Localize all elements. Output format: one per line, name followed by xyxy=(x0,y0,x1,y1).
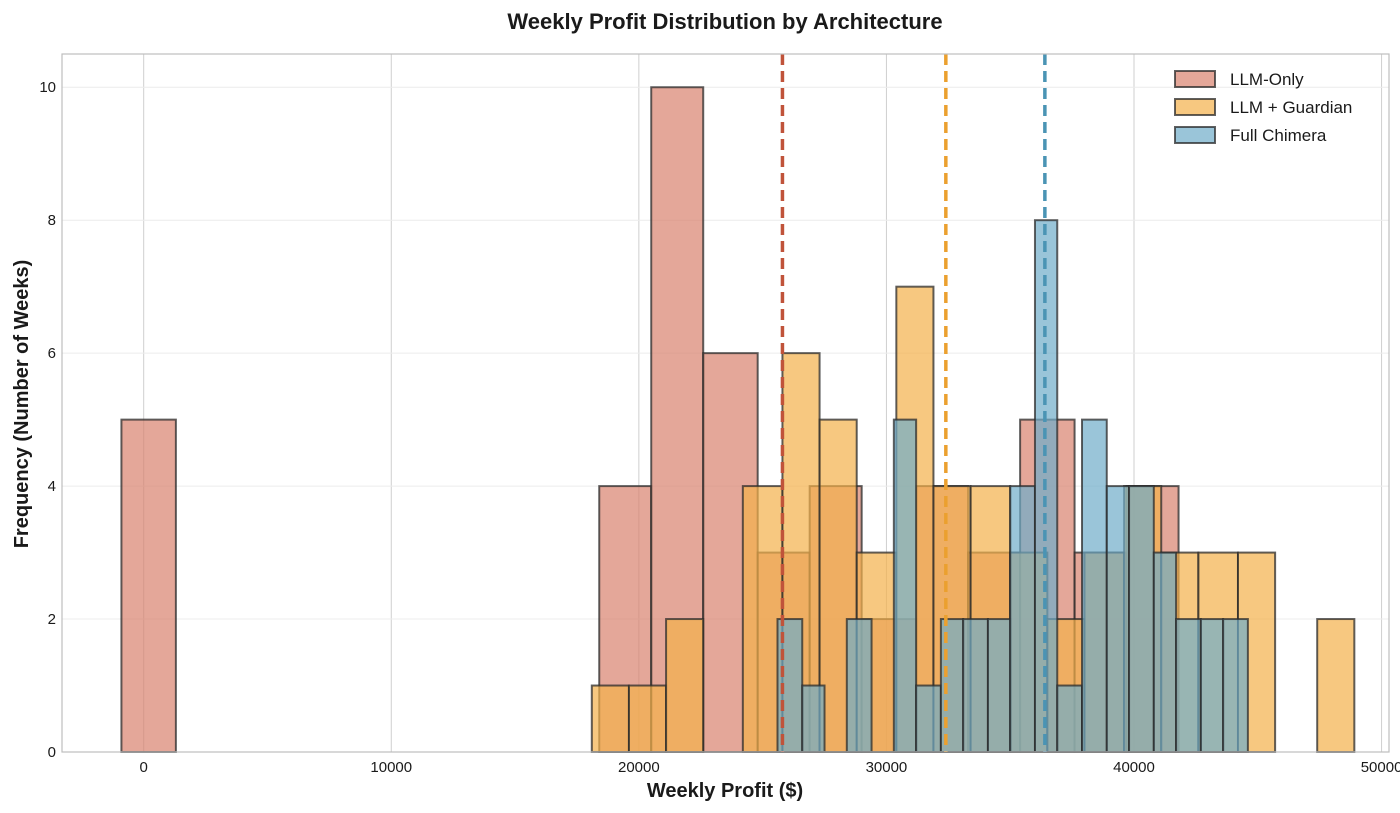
histogram-bar xyxy=(1222,618,1249,753)
legend-item: LLM-Only xyxy=(1174,70,1304,89)
tick-labels: 0 10000 20000 30000 40000 50000 0 2 4 6 8 10 xyxy=(39,79,1400,776)
x-axis-label: Weekly Profit ($) xyxy=(647,780,803,802)
histogram-bar xyxy=(1128,485,1155,753)
histogram-bar xyxy=(1081,418,1108,753)
legend-swatch xyxy=(1174,70,1216,88)
histogram-bar xyxy=(962,618,989,753)
y-tick-label: 2 xyxy=(48,611,56,628)
chart-title: Weekly Profit Distribution by Architectu… xyxy=(507,9,942,34)
y-tick-label: 8 xyxy=(48,212,56,229)
histogram-bar xyxy=(986,618,1012,753)
histogram-bar xyxy=(1105,485,1131,753)
histogram-bar xyxy=(801,684,826,753)
x-tick-label: 40000 xyxy=(1113,759,1155,776)
mean-lines xyxy=(780,54,1047,752)
y-tick-label: 6 xyxy=(48,345,56,362)
x-tick-label: 10000 xyxy=(370,759,412,776)
x-tick-label: 0 xyxy=(140,759,148,776)
histogram-bar xyxy=(1152,551,1178,753)
histogram-bars xyxy=(120,86,1356,753)
legend-swatch xyxy=(1174,126,1216,144)
histogram-bar xyxy=(915,684,942,753)
y-tick-label: 0 xyxy=(48,744,56,761)
legend-item: LLM + Guardian xyxy=(1174,98,1352,117)
y-axis-label: Frequency (Number of Weeks) xyxy=(11,260,33,549)
histogram-bar xyxy=(1199,618,1225,753)
histogram-bar xyxy=(1175,618,1202,753)
legend-label: LLM + Guardian xyxy=(1230,98,1352,117)
histogram-bar xyxy=(665,618,705,753)
legend-label: Full Chimera xyxy=(1230,126,1327,145)
y-tick-label: 4 xyxy=(48,478,56,495)
plot-frame xyxy=(61,53,1390,753)
histogram-bar xyxy=(1009,485,1036,753)
histogram-bar xyxy=(590,684,630,753)
x-tick-label: 20000 xyxy=(618,759,660,776)
x-tick-label: 50000 xyxy=(1361,759,1400,776)
histogram-bar xyxy=(1316,618,1356,753)
histogram-bar xyxy=(845,618,873,753)
legend-item: Full Chimera xyxy=(1174,126,1327,145)
legend-swatch xyxy=(1174,98,1216,116)
histogram-bar xyxy=(627,684,668,753)
histogram-bar xyxy=(120,418,177,753)
legend-label: LLM-Only xyxy=(1230,70,1304,89)
histogram-bar xyxy=(1056,684,1084,753)
y-tick-label: 10 xyxy=(39,79,56,96)
x-tick-label: 30000 xyxy=(866,759,908,776)
histogram-bar xyxy=(892,418,918,753)
legend: LLM-Only LLM + Guardian Full Chimera xyxy=(1174,70,1352,145)
